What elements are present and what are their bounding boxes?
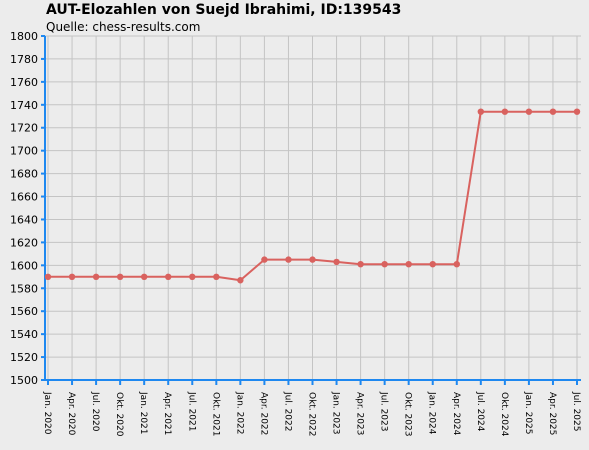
y-tick-label: 1520 [10, 351, 38, 364]
x-tick-label: Apr. 2021 [162, 392, 172, 435]
data-point [44, 273, 52, 280]
data-point [453, 260, 460, 268]
x-tick-label: Jul. 2021 [186, 391, 196, 432]
y-tick-label: 1660 [10, 191, 38, 204]
y-tick-label: 1600 [10, 259, 38, 272]
x-tick-label: Okt. 2024 [499, 392, 509, 437]
y-tick-label: 1800 [10, 30, 38, 43]
y-tick-label: 1540 [10, 328, 38, 341]
y-tick-label: 1640 [10, 213, 38, 226]
data-point [549, 108, 557, 115]
x-tick-label: Jan. 2025 [523, 391, 533, 435]
data-point [573, 108, 581, 115]
data-point [213, 273, 220, 280]
data-point [92, 273, 100, 280]
data-point [405, 260, 412, 268]
y-tick-label: 1720 [10, 122, 38, 135]
series-elo [44, 108, 581, 284]
data-point [429, 260, 436, 268]
data-point [357, 260, 364, 268]
data-point [285, 256, 292, 263]
data-point [261, 256, 268, 263]
x-tick-label: Apr. 2025 [547, 392, 557, 435]
y-tick-label: 1780 [10, 53, 38, 66]
data-point [381, 260, 388, 268]
data-point [501, 108, 509, 115]
data-point [333, 258, 340, 266]
x-tick-label: Jan. 2021 [138, 391, 148, 435]
x-tick-label: Jul. 2025 [571, 391, 581, 432]
chart-title: AUT-Elozahlen von Suejd Ibrahimi, ID:139… [46, 2, 402, 18]
data-point [237, 277, 244, 284]
x-tick-label: Jan. 2023 [331, 391, 341, 435]
data-point [525, 108, 533, 115]
data-point [477, 108, 485, 115]
y-tick-label: 1500 [10, 374, 38, 387]
y-tick-label: 1560 [10, 305, 38, 318]
x-tick-label: Okt. 2022 [307, 392, 317, 436]
x-tick-label: Apr. 2020 [66, 392, 76, 436]
data-point [309, 256, 316, 263]
y-tick-label: 1740 [10, 99, 38, 112]
data-point [189, 273, 196, 280]
data-point [116, 273, 124, 280]
y-tick-label: 1620 [10, 236, 38, 249]
y-tick-label: 1760 [10, 76, 38, 89]
x-tick-label: Jul. 2022 [282, 391, 292, 432]
chart-subtitle: Quelle: chess-results.com [46, 20, 201, 34]
y-tick-label: 1580 [10, 282, 38, 295]
x-tick-label: Apr. 2023 [355, 392, 365, 435]
x-tick-label: Apr. 2024 [451, 392, 461, 436]
y-tick-label: 1700 [10, 145, 38, 158]
x-tick-label: Jan. 2024 [427, 391, 437, 435]
y-tick-labels: 1500 1520 1540 1560 1580 1600 1620 1640 1660 1680… [10, 30, 38, 387]
x-tick-label: Jan. 2020 [42, 391, 52, 435]
x-tick-label: Jul. 2020 [90, 391, 100, 432]
x-tick-label: Jan. 2022 [234, 391, 244, 435]
x-tick-label: Okt. 2023 [403, 392, 413, 436]
x-tick-label: Okt. 2020 [114, 392, 124, 437]
data-point [68, 273, 76, 280]
axes [41, 35, 581, 385]
x-tick-label: Apr. 2022 [258, 392, 268, 435]
x-tick-label: Okt. 2021 [210, 392, 220, 436]
data-point [165, 273, 172, 280]
x-tick-label: Jul. 2024 [475, 391, 485, 432]
data-point [140, 273, 148, 280]
x-tick-label: Jul. 2023 [379, 391, 389, 432]
grid-lines [45, 35, 581, 381]
x-tick-labels: Jan. 2020 Apr. 2020 Jul. 2020 Okt. 2020 Jan.… [42, 391, 581, 437]
y-tick-label: 1680 [10, 168, 38, 181]
